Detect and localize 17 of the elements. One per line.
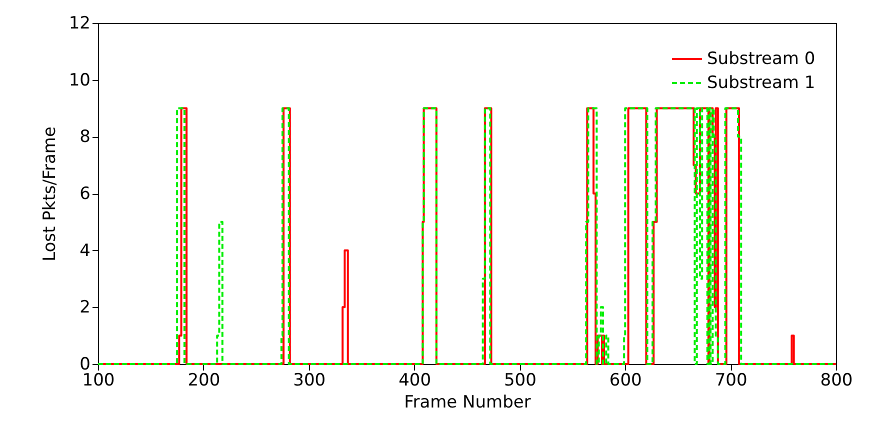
y-tick-label: 8 (80, 127, 90, 148)
y-tick-label: 10 (68, 70, 90, 90)
x-tick-label: 300 (293, 370, 326, 390)
x-tick-label: 200 (188, 370, 220, 390)
y-axis-title: Lost Pkts/Frame (40, 126, 60, 262)
x-tick-label: 700 (714, 370, 748, 390)
y-tick-label: 12 (68, 14, 90, 34)
legend-label: Substream 0 (707, 49, 816, 69)
x-tick-label: 600 (609, 370, 642, 390)
x-axis-title: Frame Number (404, 392, 531, 412)
x-tick-label: 500 (504, 370, 536, 390)
x-tick-label: 400 (398, 370, 432, 390)
legend-label: Substream 1 (707, 73, 816, 93)
x-tick-label: 800 (820, 370, 853, 390)
y-tick-label: 4 (80, 240, 90, 261)
y-tick-label: 2 (80, 298, 90, 318)
y-tick-label: 6 (80, 184, 90, 204)
